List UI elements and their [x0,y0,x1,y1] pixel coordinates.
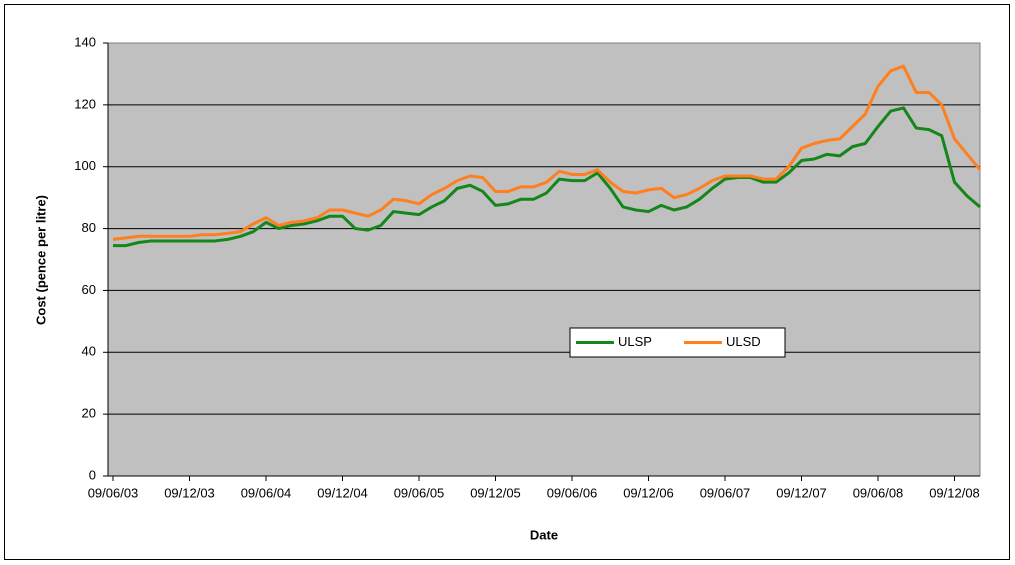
x-tick-label: 09/12/06 [623,485,674,500]
legend-label: ULSD [726,334,761,349]
x-tick-label: 09/12/03 [164,485,215,500]
x-tick-label: 09/06/04 [241,485,292,500]
y-tick-label: 140 [74,34,96,49]
x-tick-label: 09/12/07 [776,485,827,500]
y-tick-label: 0 [89,467,96,482]
x-tick-label: 09/12/08 [929,485,980,500]
x-axis-title: Date [530,527,558,542]
y-axis-title: Cost (pence per litre) [33,195,48,325]
legend-label: ULSP [618,334,652,349]
x-tick-label: 09/12/05 [470,485,521,500]
y-tick-label: 100 [74,158,96,173]
x-tick-label: 09/06/06 [547,485,598,500]
y-tick-label: 120 [74,96,96,111]
x-tick-label: 09/06/07 [700,485,751,500]
x-tick-label: 09/06/08 [853,485,904,500]
x-tick-label: 09/12/04 [317,485,368,500]
x-tick-label: 09/06/03 [88,485,139,500]
series-line [112,64,982,241]
y-tick-label: 40 [82,344,96,359]
y-tick-label: 80 [82,220,96,235]
x-tick-label: 09/06/05 [394,485,445,500]
y-tick-label: 20 [82,406,96,421]
series-line [113,106,981,248]
plot-area [107,42,981,477]
y-tick-label: 60 [82,282,96,297]
